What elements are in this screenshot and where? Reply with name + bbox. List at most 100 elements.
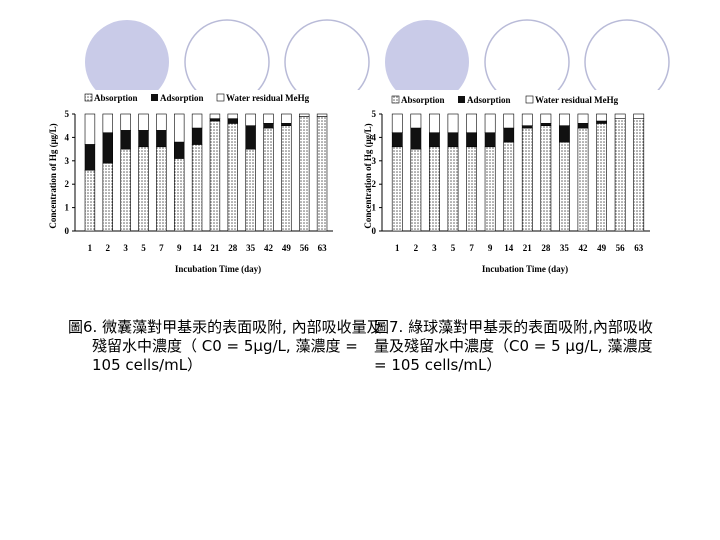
y-tick-label: 0 [372,226,377,236]
x-ticks: 1 2 3 5 7 9 14 21 28 35 42 49 56 63 [395,243,644,253]
bar-adsorption [466,132,477,148]
y-tick-label: 1 [65,203,70,213]
y-tick-label: 3 [372,156,377,166]
bar-water-residual [577,113,589,124]
bar-absorption [614,118,626,232]
bar-water-residual [299,113,310,117]
legend-label-absorption: Absorption [401,95,445,105]
bar-absorption [316,116,328,232]
x-tick-label: 7 [159,243,164,253]
bar-absorption [577,127,589,232]
x-tick-label: 21 [210,243,220,253]
x-tick-label: 3 [432,243,437,253]
x-tick-label: 28 [541,243,551,253]
bar-adsorption [156,130,167,148]
bar-water-residual [316,113,328,117]
bar-absorption [484,146,496,232]
bar-water-residual [174,113,185,143]
bar-water-residual [120,113,131,131]
legend-label-water-residual: Water residual MeHg [535,95,619,105]
bar-adsorption [227,118,238,124]
bar-adsorption [540,123,552,127]
bar-absorption [191,144,203,232]
legend-swatch-water-residual [216,93,225,102]
figure-caption-7: 圖7. 綠球藻對甲基汞的表面吸附,內部吸收量及殘留水中濃度（C0 = 5 μg/… [374,318,653,374]
x-axis-label: Incubation Time (day) [175,264,261,274]
bar-adsorption [102,132,113,164]
x-tick-label: 5 [451,243,456,253]
bar-absorption [245,148,256,232]
deco-ring [184,19,270,90]
y-ticks: 0 1 2 3 4 5 [65,109,75,236]
x-tick-label: 35 [246,243,256,253]
bar-adsorption [596,120,607,124]
x-tick-label: 21 [523,243,533,253]
x-tick-label: 1 [395,243,400,253]
bar-absorption [466,146,477,232]
bar-water-residual [596,113,607,122]
deco-circle [385,20,469,90]
bar-adsorption [281,123,292,127]
y-tick-label: 3 [65,156,70,166]
bar-adsorption [559,125,570,143]
bar-adsorption [191,127,203,145]
bar-absorption [174,158,185,232]
legend: Absorption Adsorption Water residual MeH… [84,93,310,103]
x-tick-label: 63 [634,243,644,253]
bar-adsorption [447,132,459,148]
legend-label-water-residual: Water residual MeHg [226,93,310,103]
legend-label-adsorption: Adsorption [467,95,511,105]
bar-absorption [209,120,221,232]
bar-water-residual [466,113,477,134]
x-tick-label: 42 [264,243,274,253]
x-tick-label: 14 [193,243,203,253]
bar-absorption [410,148,422,232]
bar-absorption [429,146,440,232]
bar-water-residual [429,113,440,134]
bar-water-residual [245,113,256,126]
legend-swatch-absorption [391,95,400,104]
x-ticks: 1 2 3 5 7 9 14 21 28 35 42 49 56 63 [88,243,327,253]
bar-water-residual [102,113,113,134]
bar-absorption [447,146,459,232]
x-tick-label: 49 [282,243,292,253]
deco-ring [484,19,570,90]
bars [84,113,328,232]
y-tick-label: 1 [372,203,377,213]
bar-water-residual [156,113,167,131]
bar-absorption [596,123,607,232]
x-tick-label: 42 [579,243,589,253]
y-axis-label: Concentration of Hg (μg/L) [363,123,373,228]
bar-adsorption [209,118,221,122]
bar-water-residual [138,113,149,131]
bar-water-residual [503,113,515,129]
figure-caption-6: 圖6. 微囊藻對甲基汞的表面吸附, 內部吸收量及殘留水中濃度（ C0 = 5μg… [68,318,382,374]
y-ticks: 0 1 2 3 4 5 [372,109,382,236]
deco-ring [284,19,370,90]
bar-absorption [227,123,238,232]
legend: Absorption Adsorption Water residual MeH… [391,95,619,105]
bar-absorption [102,162,113,232]
bar-water-residual [410,113,422,129]
legend-swatch-adsorption [458,96,465,103]
x-tick-label: 1 [88,243,93,253]
legend-label-adsorption: Adsorption [160,93,204,103]
bar-water-residual [447,113,459,134]
y-tick-label: 4 [372,132,377,142]
legend-label-absorption: Absorption [94,93,138,103]
bar-absorption [633,118,645,232]
y-tick-label: 5 [372,109,377,119]
bar-adsorption [410,127,422,150]
bar-water-residual [521,113,533,126]
bar-water-residual [633,113,645,119]
bar-adsorption [263,123,274,129]
bar-absorption [299,116,310,232]
bar-absorption [84,169,96,232]
bar-water-residual [263,113,274,124]
x-tick-label: 56 [616,243,626,253]
x-tick-label: 35 [560,243,570,253]
x-tick-label: 2 [106,243,111,253]
bar-water-residual [191,113,203,129]
axes [74,114,333,232]
x-tick-label: 56 [300,243,310,253]
